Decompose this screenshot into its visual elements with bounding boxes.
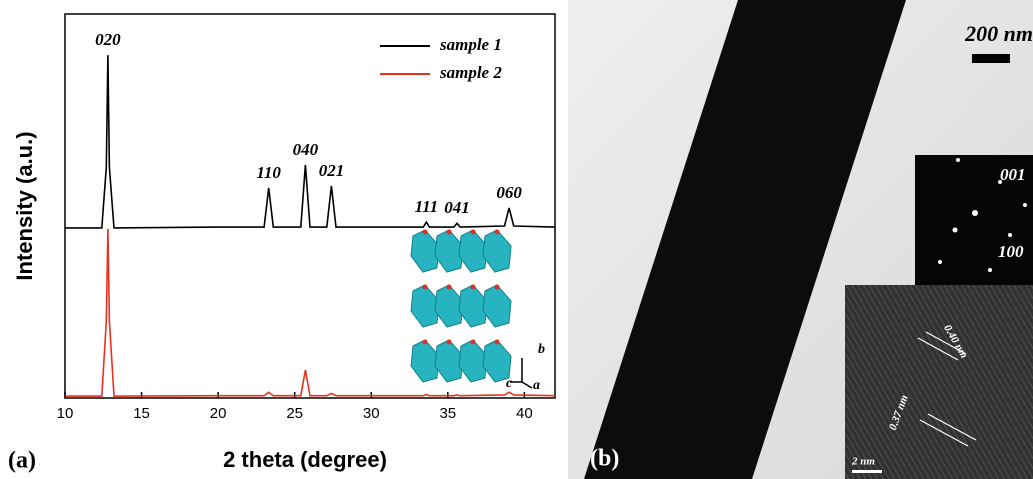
- oxygen: [470, 229, 476, 235]
- hrtem-inset: [845, 285, 1033, 479]
- x-tick-label: 15: [133, 405, 150, 422]
- x-tick-label: 25: [286, 405, 303, 422]
- saed-label: 100: [998, 242, 1024, 261]
- x-tick-label: 40: [516, 405, 533, 422]
- scale-bar: [972, 54, 1010, 63]
- hrtem-scale-label: 2 nm: [851, 456, 875, 468]
- peak-label: 021: [319, 161, 345, 180]
- diffraction-spots: [938, 158, 1027, 272]
- scale-label: 200 nm: [964, 21, 1033, 46]
- panel-label: (b): [590, 446, 619, 472]
- peak-label: 060: [496, 183, 522, 202]
- octahedron: [410, 339, 440, 383]
- xrd-chart: 2 theta (degree) Intensity (a.u.) (a) 10…: [8, 13, 556, 474]
- legend-label: sample 1: [439, 35, 502, 54]
- structure-inset: b c a: [410, 229, 545, 393]
- oxygen: [494, 284, 500, 290]
- oxygen: [422, 229, 428, 235]
- panel-label: (a): [8, 448, 36, 474]
- plot-frame: [64, 13, 556, 399]
- oxygen: [470, 339, 476, 345]
- hrtem-shade: [845, 285, 1033, 479]
- axis-letter: b: [538, 342, 545, 357]
- octahedron: [410, 284, 440, 328]
- saed-inset: [915, 155, 1033, 285]
- hrtem-scale-bar: [852, 470, 882, 473]
- axis-arrows: [510, 358, 533, 389]
- series-line: [65, 55, 556, 229]
- y-axis-label: Intensity (a.u.): [12, 131, 37, 280]
- oxygen: [494, 229, 500, 235]
- saed-label: 001: [1000, 165, 1026, 184]
- oxygen: [494, 339, 500, 345]
- nanobelt: [584, 0, 906, 479]
- octahedron: [482, 339, 512, 383]
- oxygen: [446, 339, 452, 345]
- x-tick-label: 30: [363, 405, 380, 422]
- x-tick-label: 10: [57, 405, 74, 422]
- octahedron: [482, 229, 512, 273]
- peak-label: 041: [444, 198, 470, 217]
- tem-image: 200 nm 001 100 0.40 nm 0.37 nm 2 nm (b): [568, 0, 1033, 479]
- octahedron: [434, 229, 464, 273]
- oxygen: [422, 284, 428, 290]
- axis-letter: c: [506, 376, 513, 391]
- octahedron: [458, 284, 488, 328]
- octahedron: [434, 284, 464, 328]
- x-tick-label: 20: [210, 405, 227, 422]
- oxygen: [446, 229, 452, 235]
- octahedron: [410, 229, 440, 273]
- oxygen: [422, 339, 428, 345]
- x-tick-label: 35: [439, 405, 456, 422]
- oxygen: [470, 284, 476, 290]
- oxygen: [446, 284, 452, 290]
- peak-label: 110: [256, 163, 281, 182]
- octahedron: [458, 339, 488, 383]
- peak-label: 020: [95, 30, 121, 49]
- legend-label: sample 2: [439, 63, 502, 82]
- series-line: [65, 228, 556, 397]
- x-axis-label: 2 theta (degree): [223, 447, 387, 472]
- axis-letter: a: [533, 378, 540, 393]
- octahedron: [482, 284, 512, 328]
- peak-label: 111: [415, 197, 439, 216]
- octahedron: [434, 339, 464, 383]
- octahedron: [458, 229, 488, 273]
- peak-label: 040: [293, 140, 319, 159]
- fringe-markers: [917, 331, 977, 447]
